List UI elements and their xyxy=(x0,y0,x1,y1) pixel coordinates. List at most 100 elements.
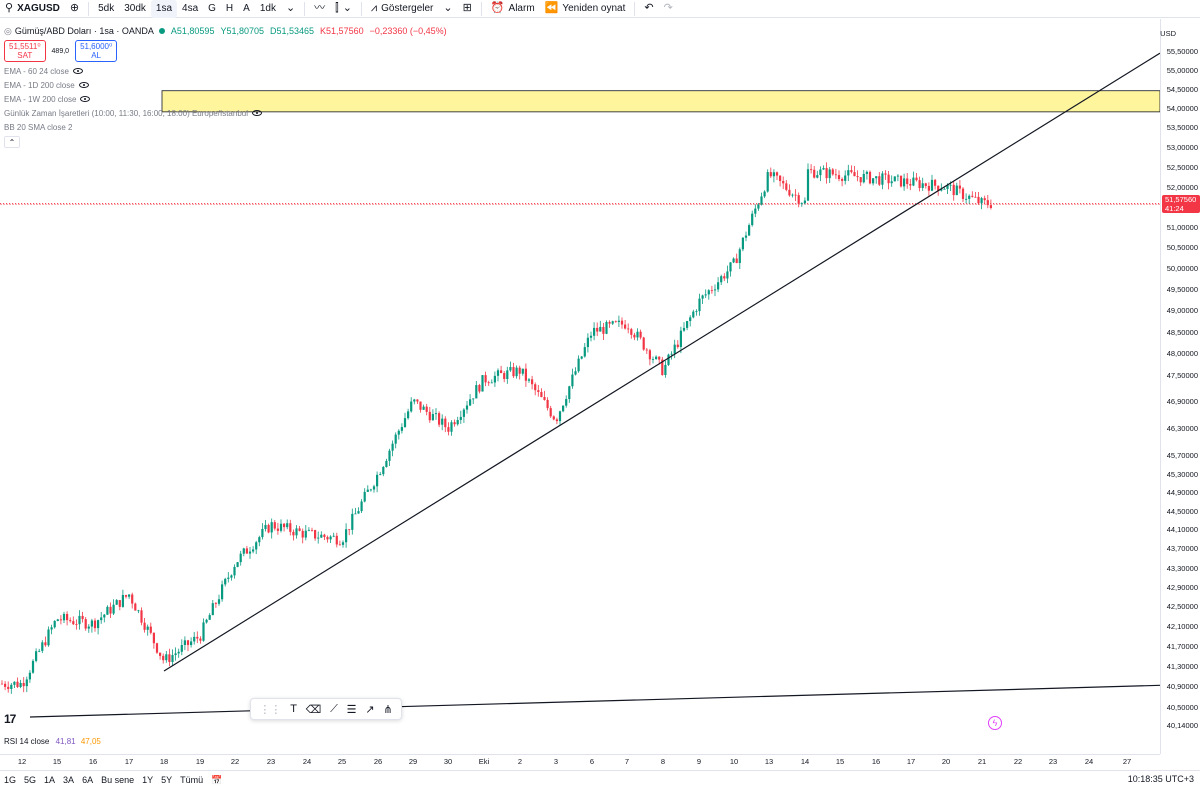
clock[interactable]: 10:18:35 UTC+3 xyxy=(1127,774,1194,784)
candle-body xyxy=(720,276,723,283)
indicators-button[interactable]: ⩘ Göstergeler xyxy=(366,0,438,18)
candle-body xyxy=(152,632,155,644)
time-tick-label: 24 xyxy=(302,757,312,766)
trendline-support[interactable] xyxy=(163,52,1160,672)
redo-button[interactable]: ↷ xyxy=(659,0,678,18)
replay-button[interactable]: ⏪ Yeniden oynat xyxy=(540,0,631,18)
indicators-label: Göstergeler xyxy=(381,3,434,14)
eraser-icon[interactable]: ⌫ xyxy=(305,703,322,716)
chart-type-candles[interactable]: ⫿ ⌄ xyxy=(330,0,357,18)
buy-button[interactable]: 51,6000⁰ AL xyxy=(75,40,118,62)
indicator-session-markers[interactable]: Günlük Zaman İşaretleri (10:00, 11:30, 1… xyxy=(4,106,447,120)
interval-1sa[interactable]: 1sa xyxy=(150,0,178,18)
text-tool-icon[interactable]: T xyxy=(290,703,297,715)
line-chart-icon: 〰 xyxy=(314,2,326,14)
interval-h[interactable]: H xyxy=(225,3,234,14)
time-tick-label: 18 xyxy=(159,757,169,766)
price-tick-label: 53,00000 xyxy=(1166,142,1198,152)
candle-body xyxy=(456,420,459,425)
plus-circle-icon: ⊕ xyxy=(69,2,80,14)
candles-icon: ⫿ xyxy=(335,2,339,14)
candle-body xyxy=(958,185,961,189)
candle-body xyxy=(431,414,434,421)
rsi-legend[interactable]: RSI 14 close 41,81 47,05 xyxy=(4,737,101,746)
trendline-lower[interactable] xyxy=(29,684,1160,718)
eye-icon[interactable] xyxy=(252,110,262,116)
price-tick-label: 51,00000 xyxy=(1166,222,1198,232)
range-3a[interactable]: 3A xyxy=(63,775,75,785)
drag-handle-icon[interactable]: ⋮⋮ xyxy=(259,703,282,716)
range-1g[interactable]: 1G xyxy=(4,775,17,785)
interval-5dk[interactable]: 5dk xyxy=(98,3,115,14)
candle-body xyxy=(661,359,664,375)
candle-body xyxy=(766,172,769,192)
pitchfork-tool-icon[interactable]: ⋔ xyxy=(383,703,393,716)
indicators-dropdown[interactable]: ⌄ xyxy=(438,0,457,18)
separator xyxy=(480,1,482,16)
interval-1dk[interactable]: 1dk xyxy=(259,3,276,14)
compare-button[interactable]: ⊕ xyxy=(65,0,84,18)
alarm-button[interactable]: ⏰ Alarm xyxy=(486,0,540,18)
candle-body xyxy=(245,548,248,554)
range-ytd[interactable]: Bu sene xyxy=(101,775,135,785)
indicator-bollinger[interactable]: BB 20 SMA close 2 xyxy=(4,120,447,134)
price-axis[interactable]: USD 55,50000 55,00000 54,50000 54,00000 53,5… xyxy=(1160,19,1200,754)
candle-body xyxy=(806,169,810,201)
undo-button[interactable]: ↶ xyxy=(639,0,658,18)
candle-body xyxy=(317,537,320,539)
candle-body xyxy=(912,177,915,186)
trendline-tool-icon[interactable]: ⟋ xyxy=(330,702,338,715)
eye-icon[interactable] xyxy=(78,82,89,88)
eye-icon[interactable] xyxy=(72,68,83,74)
time-tick-label: 6 xyxy=(589,757,595,766)
candle-body xyxy=(763,191,766,197)
legend-change: −0,23360 (−0,45%) xyxy=(369,26,447,36)
interval-g[interactable]: G xyxy=(208,3,216,14)
tradingview-logo[interactable]: 17 xyxy=(4,712,16,726)
candle-body xyxy=(639,331,642,338)
range-1a[interactable]: 1A xyxy=(44,775,56,785)
range-6a[interactable]: 6A xyxy=(82,775,94,785)
chart-type-line[interactable]: 〰 xyxy=(309,0,330,18)
candle-body xyxy=(248,551,252,554)
candle-body xyxy=(543,396,546,400)
range-1y[interactable]: 1Y xyxy=(142,775,154,785)
interval-4sa[interactable]: 4sa xyxy=(182,3,199,14)
ray-tool-icon[interactable]: ↗ xyxy=(365,703,375,716)
fib-tool-icon[interactable]: ☰ xyxy=(346,703,357,716)
price-tick-label: 49,00000 xyxy=(1166,306,1198,316)
interval-30dk[interactable]: 30dk xyxy=(124,3,146,14)
time-tick-label: 26 xyxy=(373,757,383,766)
price-chart[interactable] xyxy=(0,19,1160,754)
interval-a[interactable]: A xyxy=(243,3,250,14)
lightning-icon[interactable]: ϟ xyxy=(988,716,1002,730)
range-5y[interactable]: 5Y xyxy=(161,775,173,785)
symbol-search[interactable]: ⚲ XAGUSD xyxy=(0,0,65,18)
current-price-line xyxy=(0,203,1160,205)
indicator-ema-1d[interactable]: EMA - 1D 200 close xyxy=(4,78,447,92)
candle-body xyxy=(630,329,633,335)
range-5g[interactable]: 5G xyxy=(24,775,37,785)
candle-body xyxy=(645,349,648,351)
interval-dropdown[interactable]: ⌄ xyxy=(281,0,300,18)
range-all[interactable]: Tümü xyxy=(180,775,204,785)
indicator-ema-1w[interactable]: EMA - 1W 200 close xyxy=(4,92,447,106)
resistance-zone-rect[interactable] xyxy=(161,90,1160,113)
time-axis[interactable]: 12 15 16 17 18 19 22 23 24 25 26 29 30 Eki 2 3 6 7 8 9 10 13 1… xyxy=(0,754,1160,768)
price-tick-label: 44,50000 xyxy=(1166,506,1198,516)
time-tick-label: 29 xyxy=(408,757,418,766)
candle-body xyxy=(10,684,13,689)
sell-button[interactable]: 51,5511⁰ SAT xyxy=(4,40,46,62)
candle-body xyxy=(44,642,47,646)
date-range-button[interactable]: 📅 xyxy=(207,775,226,786)
candle-body xyxy=(698,298,701,312)
indicator-ema-60[interactable]: EMA - 60 24 close xyxy=(4,64,447,78)
time-tick-label: 22 xyxy=(230,757,240,766)
candle-body xyxy=(38,650,41,652)
candle-body xyxy=(503,373,506,380)
candle-body xyxy=(930,179,934,191)
candle-body xyxy=(552,416,555,420)
collapse-legend-button[interactable]: ⌃ xyxy=(4,136,20,148)
layouts-button[interactable]: ⊞ xyxy=(458,0,477,18)
eye-icon[interactable] xyxy=(80,96,91,102)
